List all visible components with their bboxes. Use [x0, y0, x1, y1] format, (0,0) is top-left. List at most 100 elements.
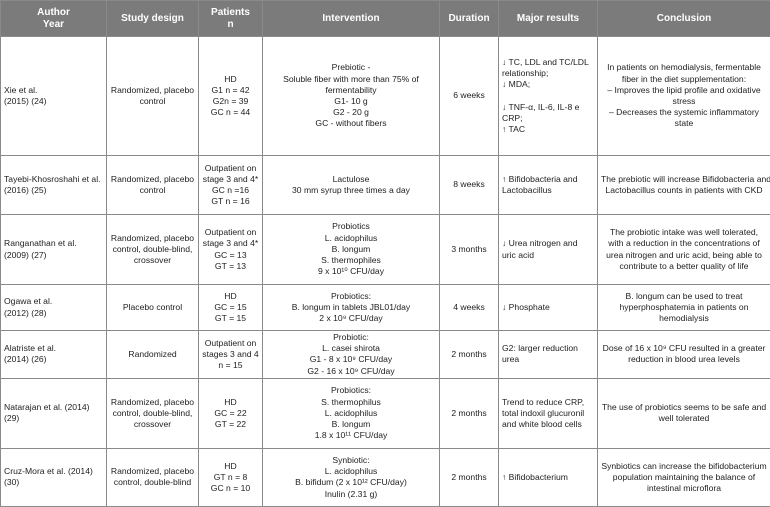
cell-line: – Decreases the systemic inflammatory: [601, 107, 767, 118]
table-row: Tayebi-Khosroshahi et al.(2016) (25)Rand…: [1, 156, 770, 215]
cell-duration: 2 months: [440, 448, 499, 506]
cell-line: stress: [601, 96, 767, 107]
cell-intervention: Probiotics:B. longum in tablets JBL01/da…: [263, 285, 440, 331]
cell-major-results: ↓ Phosphate: [499, 285, 598, 331]
cell-line: reduction in blood urea levels: [601, 354, 767, 365]
cell-conclusion: The probiotic intake was well tolerated,…: [598, 215, 770, 285]
cell-line: Randomized, placebo: [110, 85, 195, 96]
cell-line: with a reduction in the concentrations o…: [601, 238, 767, 249]
header-conclusion: Conclusion: [598, 1, 770, 37]
cell-line: Trend to reduce CRP,: [502, 397, 594, 408]
cell-line: control: [110, 185, 195, 196]
cell-conclusion: The use of probiotics seems to be safe a…: [598, 378, 770, 448]
cell-line: 1.8 x 10¹¹ CFU/day: [266, 430, 436, 441]
cell-duration: 2 months: [440, 331, 499, 379]
cell-author: Cruz-Mora et al. (2014)(30): [1, 448, 107, 506]
cell-line: G2 - 16 x 10⁹ CFU/day: [266, 366, 436, 377]
cell-line: Xie et al.: [4, 85, 103, 96]
cell-line: hyperphosphatemia in patients on: [601, 302, 767, 313]
cell-conclusion: In patients on hemodialysis, fermentable…: [598, 37, 770, 156]
table-row: Xie et al.(2015) (24)Randomized, placebo…: [1, 37, 770, 156]
cell-intervention: Prebiotic -Soluble fiber with more than …: [263, 37, 440, 156]
header-duration: Duration: [440, 1, 499, 37]
cell-line: urea: [502, 354, 594, 365]
cell-line: HD: [202, 291, 259, 302]
cell-line: (2012) (28): [4, 308, 103, 319]
cell-line: total indoxil glucuronil: [502, 408, 594, 419]
header-intervention: Intervention: [263, 1, 440, 37]
cell-line: B. longum: [266, 244, 436, 255]
cell-line: HD: [202, 74, 259, 85]
cell-line: GT = 22: [202, 419, 259, 430]
cell-line: ↓ MDA;: [502, 79, 594, 90]
cell-duration: 3 months: [440, 215, 499, 285]
cell-author: Ranganathan et al.(2009) (27): [1, 215, 107, 285]
cell-line: GC = 22: [202, 408, 259, 419]
cell-line: [502, 90, 594, 101]
cell-line: Natarajan et al. (2014): [4, 402, 103, 413]
cell-line: S. thermophiles: [266, 255, 436, 266]
cell-line: Outpatient on: [202, 163, 259, 174]
cell-line: control, double-blind,: [110, 244, 195, 255]
cell-line: Placebo control: [110, 302, 195, 313]
cell-line: hemodialysis: [601, 313, 767, 324]
header-study-design: Study design: [107, 1, 199, 37]
cell-author: Alatriste et al.(2014) (26): [1, 331, 107, 379]
cell-line: G1 - 8 x 10⁹ CFU/day: [266, 354, 436, 365]
cell-line: (2014) (26): [4, 354, 103, 365]
cell-line: Probiotics:: [266, 291, 436, 302]
cell-text: 2 months: [443, 408, 495, 419]
cell-line: intestinal microflora: [601, 483, 767, 494]
cell-line: control, double-blind: [110, 477, 195, 488]
table-row: Alatriste et al.(2014) (26)Randomized Out…: [1, 331, 770, 379]
cell-line: GC n =16: [202, 185, 259, 196]
cell-conclusion: Synbiotics can increase the bifidobacter…: [598, 448, 770, 506]
cell-line: Randomized, placebo: [110, 397, 195, 408]
cell-line: Ogawa et al.: [4, 296, 103, 307]
cell-line: Lactobacillus counts in patients with CK…: [601, 185, 767, 196]
cell-line: L. acidophilus: [266, 233, 436, 244]
cell-line: (2015) (24): [4, 96, 103, 107]
cell-line: stages 3 and 4: [202, 349, 259, 360]
cell-line: CRP;: [502, 113, 594, 124]
cell-line: GC = 15: [202, 302, 259, 313]
cell-line: In patients on hemodialysis, fermentable: [601, 62, 767, 73]
cell-line: L. acidophilus: [266, 408, 436, 419]
table-row: Cruz-Mora et al. (2014)(30)Randomized, p…: [1, 448, 770, 506]
cell-line: Cruz-Mora et al. (2014): [4, 466, 103, 477]
cell-line: G2 - 20 g: [266, 107, 436, 118]
table-row: Natarajan et al. (2014)(29)Randomized, p…: [1, 378, 770, 448]
cell-line: ↓ Urea nitrogen and: [502, 238, 594, 249]
cell-study-design: Randomized: [107, 331, 199, 379]
cell-line: n = 15: [202, 360, 259, 371]
cell-line: and white blood cells: [502, 419, 594, 430]
cell-line: L. casei shirota: [266, 343, 436, 354]
cell-line: Tayebi-Khosroshahi et al.: [4, 174, 103, 185]
cell-text: 6 weeks: [443, 90, 495, 101]
cell-line: The probiotic intake was well tolerated,: [601, 227, 767, 238]
cell-line: Randomized: [110, 349, 195, 360]
cell-line: Randomized, placebo: [110, 174, 195, 185]
cell-line: ↓ Phosphate: [502, 302, 594, 313]
cell-line: Synbiotics can increase the bifidobacter…: [601, 461, 767, 472]
header-row: Author Year Study design Patients n Inte…: [1, 1, 770, 37]
cell-line: contribute to a better quality of life: [601, 261, 767, 272]
cell-line: crossover: [110, 255, 195, 266]
cell-major-results: ↑ Bifidobacterium: [499, 448, 598, 506]
cell-conclusion: The prebiotic will increase Bifidobacter…: [598, 156, 770, 215]
cell-line: Lactulose: [266, 174, 436, 185]
cell-line: urea nitrogen and uric acid, being able …: [601, 250, 767, 261]
cell-study-design: Placebo control: [107, 285, 199, 331]
cell-line: GC n = 10: [202, 483, 259, 494]
cell-line: Soluble fiber with more than 75% of: [266, 74, 436, 85]
cell-major-results: Trend to reduce CRP,total indoxil glucur…: [499, 378, 598, 448]
cell-author: Xie et al.(2015) (24): [1, 37, 107, 156]
cell-line: Ranganathan et al.: [4, 238, 103, 249]
